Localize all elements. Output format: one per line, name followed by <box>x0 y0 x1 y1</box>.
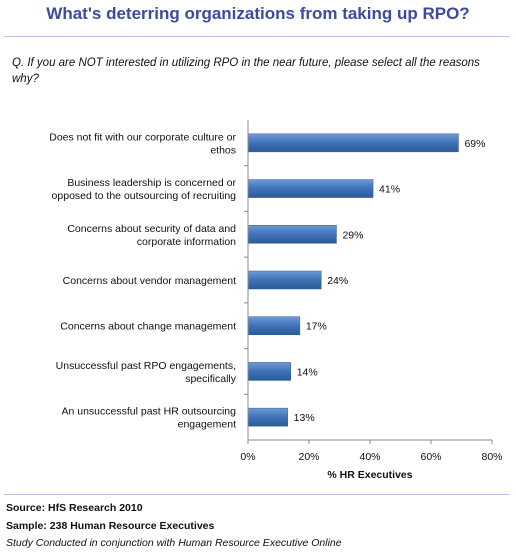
bar <box>247 407 288 427</box>
footer-note: Study Conducted in conjunction with Huma… <box>6 537 342 549</box>
bar <box>247 133 459 153</box>
category-label: Concerns about vendor management <box>63 275 236 287</box>
x-tick-label: 40% <box>359 451 380 463</box>
bar <box>247 362 291 381</box>
bar-value-label: 24% <box>327 275 348 287</box>
footer-source: Source: HfS Research 2010 <box>6 502 143 514</box>
x-axis-title: % HR Executives <box>327 469 412 481</box>
bar <box>247 316 301 335</box>
bar-value-label: 17% <box>306 321 327 333</box>
category-label: An unsuccessful past HR outsourcing engag… <box>61 406 236 431</box>
survey-question: Q. If you are NOT interested in utilizin… <box>12 57 480 85</box>
x-tick-label: 20% <box>298 451 319 463</box>
category-label: Unsuccessful past RPO engagements, specif… <box>56 360 237 385</box>
bar-value-label: 14% <box>297 366 318 378</box>
category-label: Concerns about security of data and corpo… <box>67 223 236 248</box>
bar-value-label: 29% <box>342 229 363 241</box>
category-label: Business leadership is concerned or oppos… <box>52 177 237 202</box>
bar-value-label: 69% <box>464 138 485 150</box>
bar-value-label: 41% <box>379 184 400 196</box>
title-divider <box>4 36 510 37</box>
category-label: Concerns about change management <box>60 321 236 333</box>
x-tick-label: 60% <box>420 451 441 463</box>
bar <box>247 270 322 290</box>
bar-value-label: 13% <box>294 412 315 424</box>
footer-divider <box>4 494 510 495</box>
x-tick-label: 80% <box>481 451 502 463</box>
footer-sample: Sample: 238 Human Resource Executives <box>6 520 215 532</box>
bar <box>247 179 374 198</box>
page-title: What's deterring organizations from taki… <box>46 4 470 23</box>
category-label: Does not fit with our corporate culture … <box>49 131 236 156</box>
x-tick-label: 0% <box>240 451 255 463</box>
bar <box>247 225 337 244</box>
